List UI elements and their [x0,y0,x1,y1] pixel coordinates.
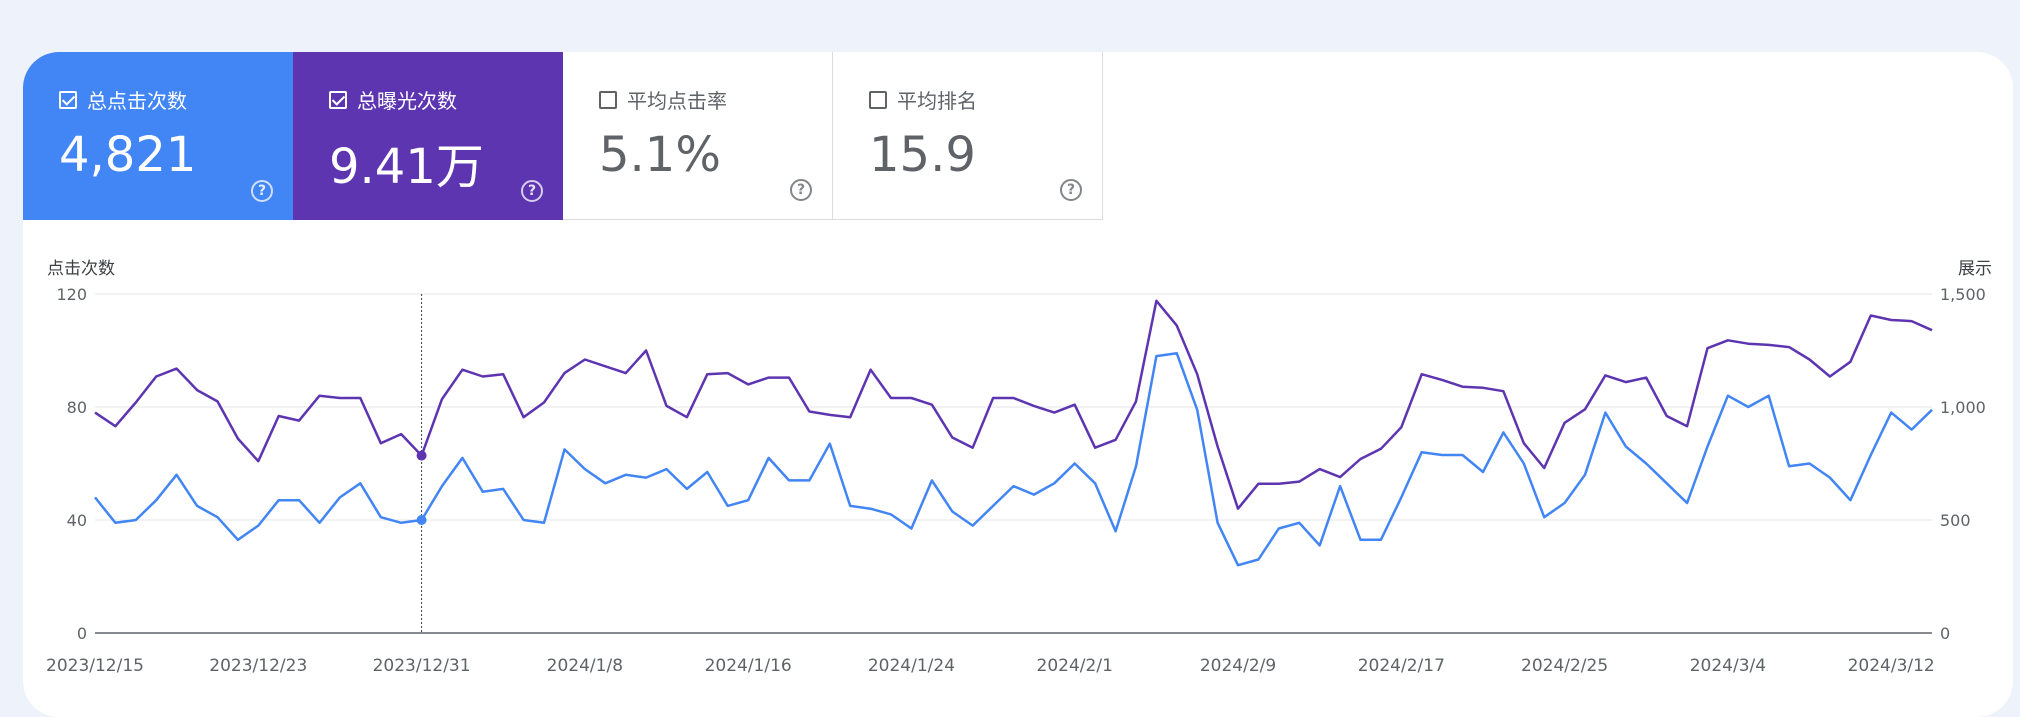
checkbox-unchecked-icon[interactable] [599,90,617,109]
x-tick-label: 2024/2/25 [1521,656,1608,676]
metric-tile-ctr[interactable]: 平均点击率 5.1% ? [563,52,833,220]
y-axis-left-ticks: 120 80 40 0 [56,285,87,643]
hover-markers [416,450,427,525]
metric-label: 平均排名 [897,89,977,113]
metric-tile-position[interactable]: 平均排名 15.9 ? [833,52,1103,220]
y-tick-right: 0 [1940,624,1950,643]
x-tick-label: 2024/3/4 [1690,656,1766,676]
metric-label: 总曝光次数 [357,89,457,113]
y-axis-right-title: 展示 [1958,259,1992,279]
help-icon[interactable]: ? [521,180,543,202]
metric-label: 平均点击率 [627,89,727,113]
help-icon[interactable]: ? [790,179,812,201]
metric-title-impressions: 总曝光次数 [329,85,457,114]
metric-title-ctr: 平均点击率 [599,85,727,114]
metric-value: 15.9 [869,127,976,183]
y-tick-left: 80 [67,398,87,417]
help-icon[interactable]: ? [251,180,273,202]
y-tick-right: 1,000 [1940,398,1986,417]
x-tick-label: 2023/12/31 [373,656,471,676]
x-tick-label: 2024/2/17 [1358,656,1445,676]
x-tick-label: 2023/12/23 [209,656,307,676]
clicks-hover-point [416,515,427,525]
x-tick-label: 2024/3/12 [1848,656,1935,676]
metric-value: 9.41万 [329,139,484,195]
help-icon[interactable]: ? [1060,179,1082,201]
y-axis-left-title: 点击次数 [47,259,115,279]
metric-label: 总点击次数 [87,89,187,113]
y-axis-right-ticks: 1,500 1,000 500 0 [1940,285,1986,643]
x-axis-ticks: 2023/12/15 2023/12/23 2023/12/31 2024/1/8 20… [46,656,1935,676]
y-tick-left: 0 [77,624,87,643]
checkbox-checked-icon[interactable] [329,90,347,109]
checkbox-checked-icon[interactable] [59,90,77,109]
metric-value: 5.1% [599,127,721,183]
x-tick-label: 2024/1/8 [547,656,623,676]
x-tick-label: 2024/2/1 [1037,656,1113,676]
impressions-series-line [94,299,1933,510]
metric-tile-impressions[interactable]: 总曝光次数 9.41万 ? [293,52,563,220]
y-tick-right: 500 [1940,511,1971,530]
performance-card: 总点击次数 4,821 ? 总曝光次数 9.41万 ? 平均点击率 5.1% ?… [23,52,2013,717]
y-tick-left: 120 [56,285,87,304]
y-tick-left: 40 [67,511,87,530]
series-lines [94,299,1933,567]
metric-title-position: 平均排名 [869,85,977,114]
impressions-hover-point [416,450,427,461]
metric-title-clicks: 总点击次数 [59,85,187,114]
metric-tile-clicks[interactable]: 总点击次数 4,821 ? [23,52,293,220]
checkbox-unchecked-icon[interactable] [869,90,887,109]
x-tick-label: 2024/1/24 [868,656,955,676]
metric-value: 4,821 [59,127,197,183]
clicks-series-line [94,352,1933,567]
grid-lines [95,293,1932,634]
x-tick-label: 2024/2/9 [1200,656,1276,676]
x-tick-label: 2024/1/16 [705,656,792,676]
y-tick-right: 1,500 [1940,285,1986,304]
x-tick-label: 2023/12/15 [46,656,144,676]
